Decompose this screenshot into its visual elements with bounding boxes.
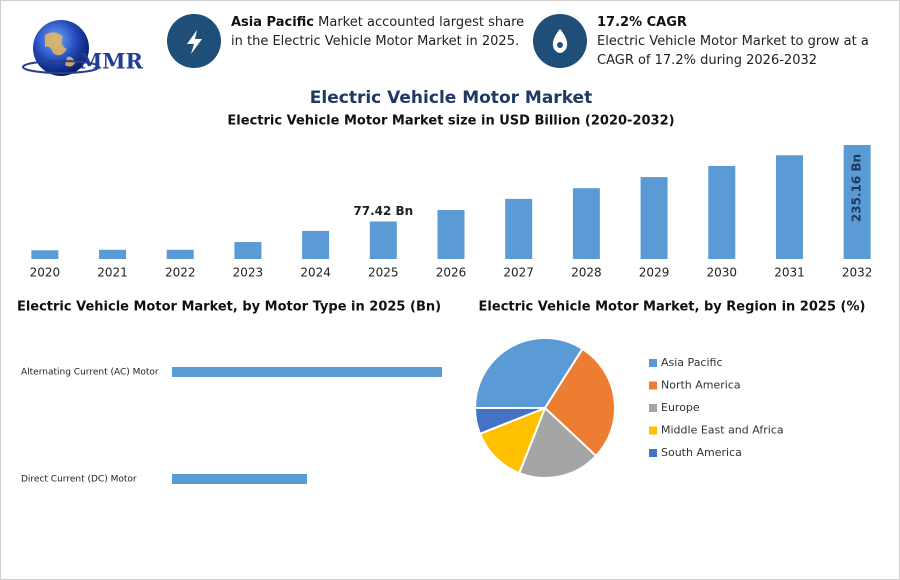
bar — [166, 249, 194, 259]
logo: MMR — [22, 20, 143, 76]
legend-swatch — [649, 381, 657, 390]
x-tick-label: 2031 — [774, 266, 805, 280]
x-tick-label: 2028 — [571, 266, 602, 280]
x-tick-label: 2032 — [842, 266, 873, 280]
y-tick-label: Direct Current (DC) Motor — [21, 475, 137, 485]
bar — [775, 155, 803, 259]
legend-swatch — [649, 426, 657, 435]
x-tick-label: 2023 — [233, 266, 264, 280]
legend-swatch — [649, 404, 657, 412]
info-highlight: Asia Pacific — [231, 15, 315, 30]
x-tick-label: 2027 — [503, 266, 534, 280]
bar — [369, 221, 397, 259]
legend-label: South America — [661, 446, 742, 459]
x-tick-label: 2020 — [30, 266, 61, 280]
bar — [843, 145, 871, 259]
info-icon — [533, 14, 587, 68]
x-tick-label: 2026 — [436, 266, 467, 280]
info-text: Asia Pacific Market accounted largest sh… — [231, 13, 531, 51]
legend-swatch — [649, 359, 657, 367]
bar — [437, 210, 465, 259]
bar — [302, 230, 330, 259]
legend-label: Middle East and Africa — [661, 424, 784, 437]
x-tick-label: 2024 — [300, 266, 331, 280]
y-tick-label: Alternating Current (AC) Motor — [21, 368, 159, 378]
page-title: Electric Vehicle Motor Market — [310, 88, 592, 108]
info-body: Electric Vehicle Motor Market to grow at… — [597, 34, 869, 68]
legend-label: Europe — [661, 401, 700, 414]
bar — [640, 177, 668, 259]
pie-slice — [543, 347, 616, 458]
bar — [172, 367, 442, 377]
data-label: 235.16 Bn — [850, 154, 864, 222]
info-icon — [167, 14, 221, 68]
chart-title: Electric Vehicle Motor Market, by Region… — [479, 300, 866, 315]
pie-slice — [478, 406, 547, 475]
bar — [572, 188, 600, 259]
legend-swatch — [649, 449, 657, 457]
data-label: 77.42 Bn — [353, 204, 413, 218]
info-body: Market accounted largest share in the El… — [231, 15, 525, 49]
bar — [708, 165, 736, 259]
pie-slice — [473, 407, 546, 436]
legend-label: Asia Pacific — [661, 356, 723, 369]
bar — [31, 250, 59, 259]
x-tick-label: 2021 — [97, 266, 128, 280]
legend-label: North America — [661, 379, 741, 392]
bar — [99, 249, 127, 259]
bar — [234, 242, 262, 259]
x-tick-label: 2029 — [639, 266, 670, 280]
bar — [172, 474, 307, 484]
x-tick-label: 2030 — [706, 266, 737, 280]
x-tick-label: 2025 — [368, 266, 399, 280]
bar — [505, 198, 533, 259]
chart-title: Electric Vehicle Motor Market, by Motor … — [17, 300, 441, 315]
info-text: 17.2% CAGR Electric Vehicle Motor Market… — [597, 13, 887, 70]
x-tick-label: 2022 — [165, 266, 196, 280]
info-highlight: 17.2% CAGR — [597, 15, 687, 30]
logo-text: MMR — [79, 49, 143, 74]
chart-title: Electric Vehicle Motor Market size in US… — [227, 114, 674, 129]
